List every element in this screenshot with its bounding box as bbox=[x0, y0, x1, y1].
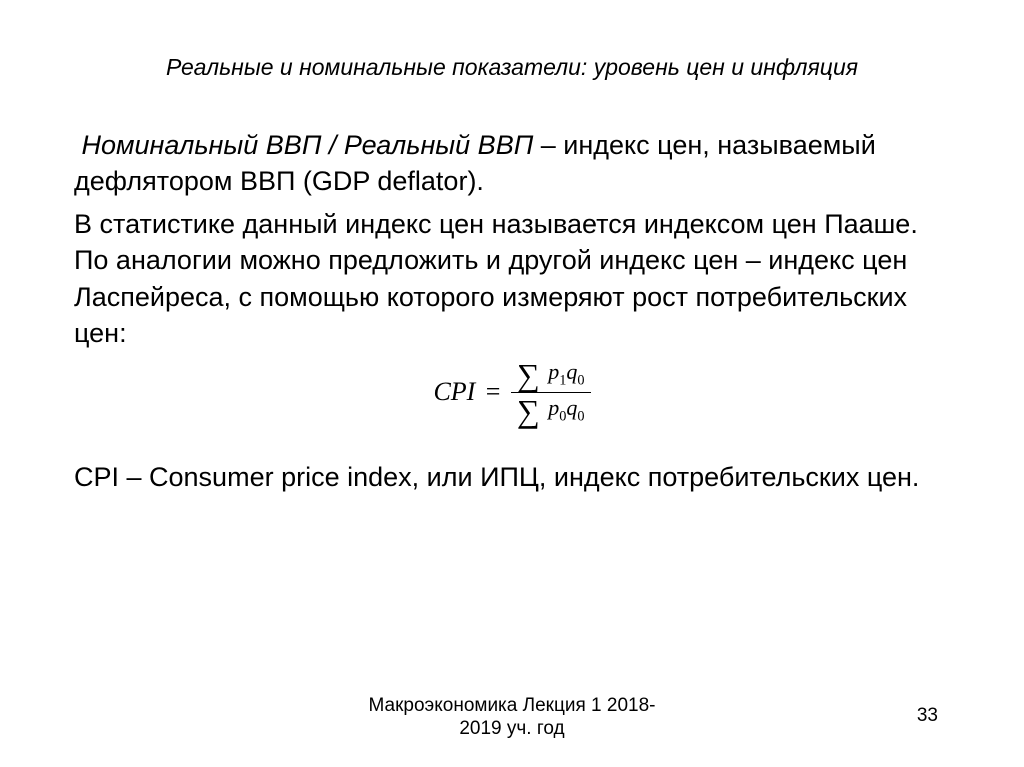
slide-container: Реальные и номинальные показатели: урове… bbox=[0, 0, 1024, 767]
num-p: p bbox=[548, 359, 559, 384]
fraction-numerator: ∑ p1q0 bbox=[511, 360, 591, 393]
sigma-icon: ∑ bbox=[517, 364, 540, 386]
num-q: q bbox=[566, 359, 577, 384]
den-q: q bbox=[566, 395, 577, 420]
footer-text: Макроэкономика Лекция 1 2018-2019 уч. го… bbox=[352, 694, 672, 742]
fraction-denominator: ∑ p0q0 bbox=[511, 393, 591, 425]
page-number: 33 bbox=[917, 705, 938, 727]
para1-lead-italic: Номинальный ВВП / Реальный ВВП bbox=[82, 130, 534, 160]
paragraph-2: В статистике данный индекс цен называетс… bbox=[74, 206, 950, 352]
formula-lhs: CPI bbox=[433, 377, 475, 406]
num-q-sub: 0 bbox=[577, 372, 584, 388]
den-q-sub: 0 bbox=[577, 408, 584, 424]
formula-fraction: ∑ p1q0 ∑ p0q0 bbox=[511, 360, 591, 425]
cpi-formula: CPI = ∑ p1q0 ∑ p0q0 bbox=[74, 360, 950, 425]
content-block: Номинальный ВВП / Реальный ВВП – индекс … bbox=[74, 127, 950, 495]
den-p: p bbox=[548, 395, 559, 420]
sigma-icon: ∑ bbox=[517, 400, 540, 422]
slide-footer: Макроэкономика Лекция 1 2018-2019 уч. го… bbox=[0, 694, 1024, 742]
paragraph-1: Номинальный ВВП / Реальный ВВП – индекс … bbox=[74, 127, 950, 200]
formula-equals: = bbox=[486, 377, 501, 406]
slide-title: Реальные и номинальные показатели: урове… bbox=[70, 54, 954, 81]
paragraph-3: CPI – Consumer price index, или ИПЦ, инд… bbox=[74, 459, 950, 495]
